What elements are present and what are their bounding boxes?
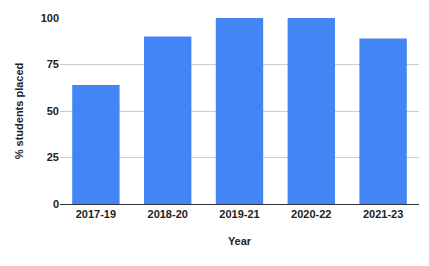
svg-text:% students placed: % students placed: [13, 63, 25, 160]
svg-text:2017-19: 2017-19: [76, 208, 116, 220]
svg-text:25: 25: [47, 151, 59, 163]
svg-text:2019-21: 2019-21: [219, 208, 259, 220]
svg-text:50: 50: [47, 105, 59, 117]
svg-text:0: 0: [53, 198, 59, 210]
svg-text:2018-20: 2018-20: [148, 208, 188, 220]
svg-text:Year: Year: [228, 235, 252, 247]
svg-text:75: 75: [47, 58, 59, 70]
svg-text:2020-22: 2020-22: [291, 208, 331, 220]
svg-text:100: 100: [41, 12, 59, 24]
svg-text:2021-23: 2021-23: [363, 208, 403, 220]
